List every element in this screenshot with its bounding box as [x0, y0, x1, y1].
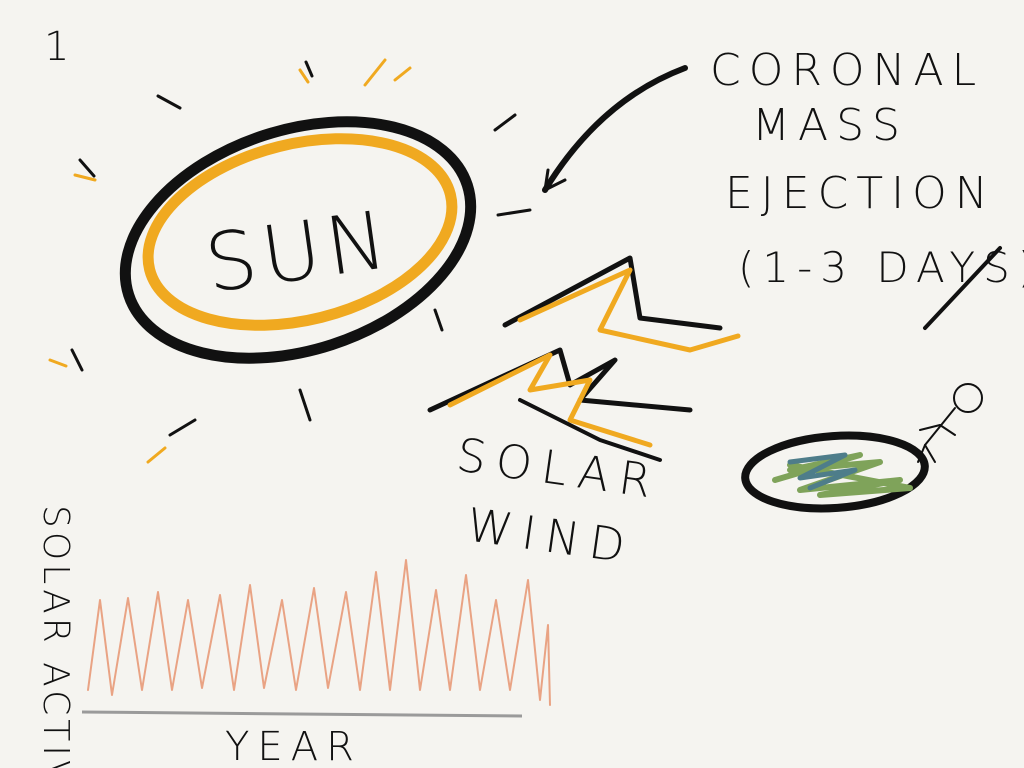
- y-label: SOLAR ACTIVITY: [35, 505, 76, 768]
- cme-line: EJECTION: [725, 168, 996, 219]
- cme-label: CORONAL MASS EJECTION (1-3 DAYS): [710, 45, 1024, 292]
- solar-wind-bolts: [427, 255, 741, 462]
- cme-arrow: [542, 65, 688, 193]
- activity-plot: SOLAR ACTIVITY YEAR: [35, 505, 551, 768]
- sun: SUN: [48, 58, 532, 464]
- stick-figure: [917, 383, 983, 463]
- sun-rays: [70, 60, 532, 437]
- cme-stroke: [923, 246, 1002, 330]
- cme-line: MASS: [752, 100, 908, 151]
- cme-line: CORONAL: [710, 45, 984, 96]
- x-label: YEAR: [225, 724, 362, 768]
- earth: [741, 431, 929, 513]
- x-axis: [81, 710, 523, 718]
- page-number: 1: [44, 24, 69, 70]
- sun-rays-glow: [48, 58, 412, 464]
- cme-line: (1-3 DAYS): [738, 243, 1024, 292]
- sun-glow: [142, 133, 458, 331]
- activity-curve: [87, 559, 551, 706]
- sun-outline: [119, 116, 477, 364]
